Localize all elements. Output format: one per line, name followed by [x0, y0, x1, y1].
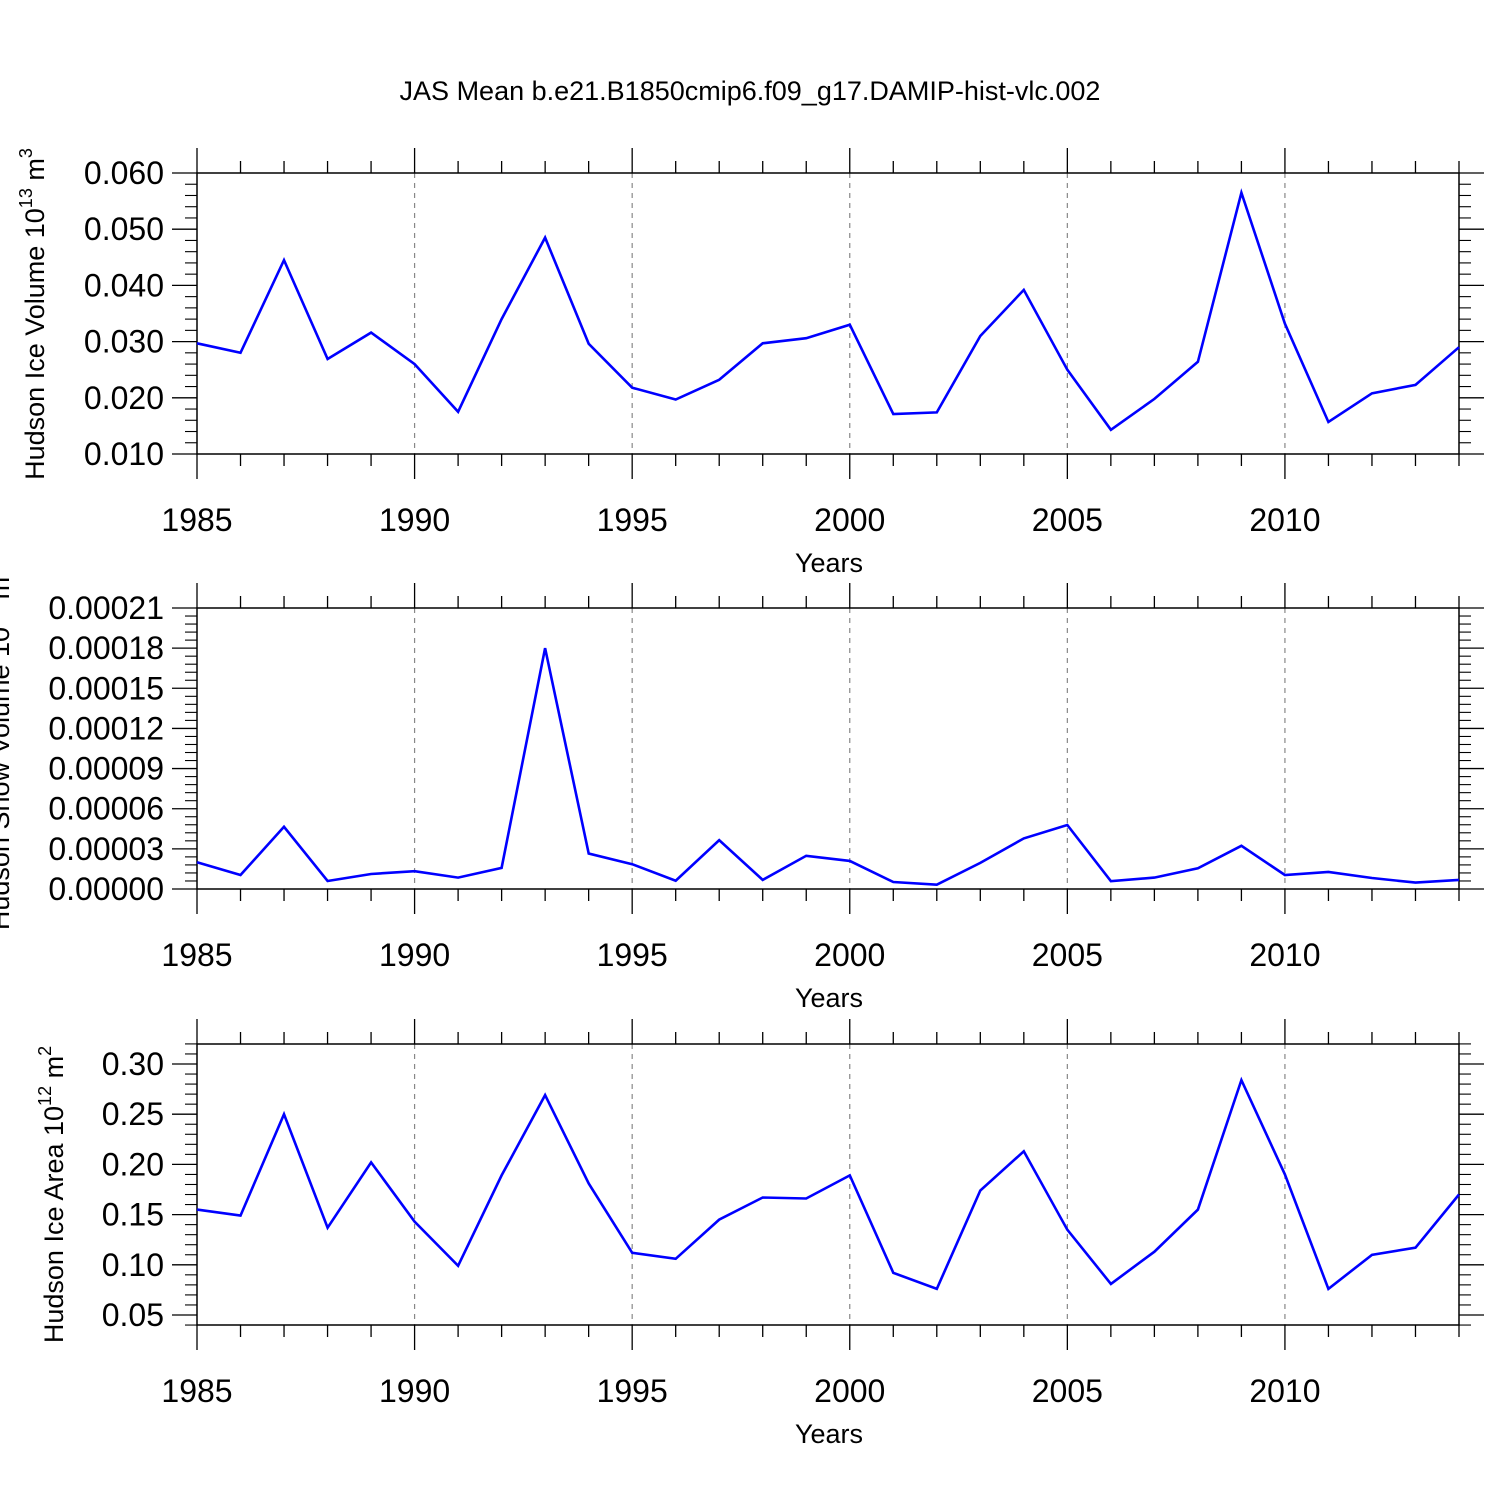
y-tick-label: 0.30	[102, 1046, 164, 1082]
y-tick-label: 0.010	[84, 436, 164, 472]
y-tick-label: 0.00006	[48, 791, 164, 827]
chart-title: JAS Mean b.e21.B1850cmip6.f09_g17.DAMIP-…	[400, 76, 1101, 106]
panel-snow-volume: 0.00000 0.00003 0.00006 0.00009 0.00012 0.000…	[0, 567, 1484, 1013]
y-tick-label: 0.00015	[48, 670, 164, 706]
x-tick-label: 1985	[161, 502, 232, 538]
y-tick-label: 0.00009	[48, 751, 164, 787]
series-line	[196, 1076, 1461, 1292]
y-tick-label: 0.00012	[48, 710, 164, 746]
x-axis-label: Years	[795, 1419, 863, 1449]
x-tick-label: 1990	[379, 937, 450, 973]
y-tick-label: 0.050	[84, 211, 164, 247]
x-axis-label: Years	[795, 548, 863, 578]
y-tick-label: 0.05	[102, 1297, 164, 1333]
panel-ice-volume: 0.010 0.020 0.030 0.040 0.050 0.060 1985 1990 19…	[16, 148, 1484, 578]
y-axis-label: Hudson Ice Volume 1013 m3	[16, 148, 50, 480]
x-tick-label: 1995	[597, 937, 668, 973]
x-axis-label: Years	[795, 983, 863, 1013]
y-tick-label: 0.00018	[48, 630, 164, 666]
x-tick-label: 2010	[1249, 1373, 1320, 1409]
x-tick-label: 2000	[814, 937, 885, 973]
y-axis-label: Hudson Ice Area 1012 m2	[35, 1046, 69, 1343]
y-tick-label: 0.060	[84, 155, 164, 191]
x-tick-label: 1995	[597, 1373, 668, 1409]
y-tick-label: 0.020	[84, 380, 164, 416]
x-tick-label: 1985	[161, 937, 232, 973]
x-tick-label: 2010	[1249, 502, 1320, 538]
y-tick-label: 0.030	[84, 324, 164, 360]
y-tick-label: 0.00021	[48, 590, 164, 626]
x-tick-label: 1990	[379, 502, 450, 538]
panel-ice-area: 0.05 0.10 0.15 0.20 0.25 0.30 1985 1990 1995 2000…	[35, 1019, 1484, 1449]
y-tick-label: 0.15	[102, 1197, 164, 1233]
y-tick-label: 0.25	[102, 1096, 164, 1132]
x-tick-label: 1985	[161, 1373, 232, 1409]
x-tick-label: 2005	[1032, 1373, 1103, 1409]
x-tick-label: 2005	[1032, 937, 1103, 973]
x-tick-label: 1995	[597, 502, 668, 538]
y-axis-label: Hudson Snow Volume 1013 m3	[0, 567, 15, 930]
y-tick-label: 0.00000	[48, 871, 164, 907]
series-line	[196, 647, 1460, 887]
y-tick-label: 0.10	[102, 1247, 164, 1283]
x-tick-label: 2005	[1032, 502, 1103, 538]
plot-frame	[196, 172, 1460, 455]
x-tick-label: 2010	[1249, 937, 1320, 973]
x-tick-label: 1990	[379, 1373, 450, 1409]
plot-frame	[196, 607, 1460, 890]
x-tick-label: 2000	[814, 1373, 885, 1409]
x-tick-label: 2000	[814, 502, 885, 538]
y-tick-label: 0.20	[102, 1146, 164, 1182]
y-tick-label: 0.00003	[48, 831, 164, 867]
series-line	[196, 188, 1460, 432]
y-tick-label: 0.040	[84, 267, 164, 303]
